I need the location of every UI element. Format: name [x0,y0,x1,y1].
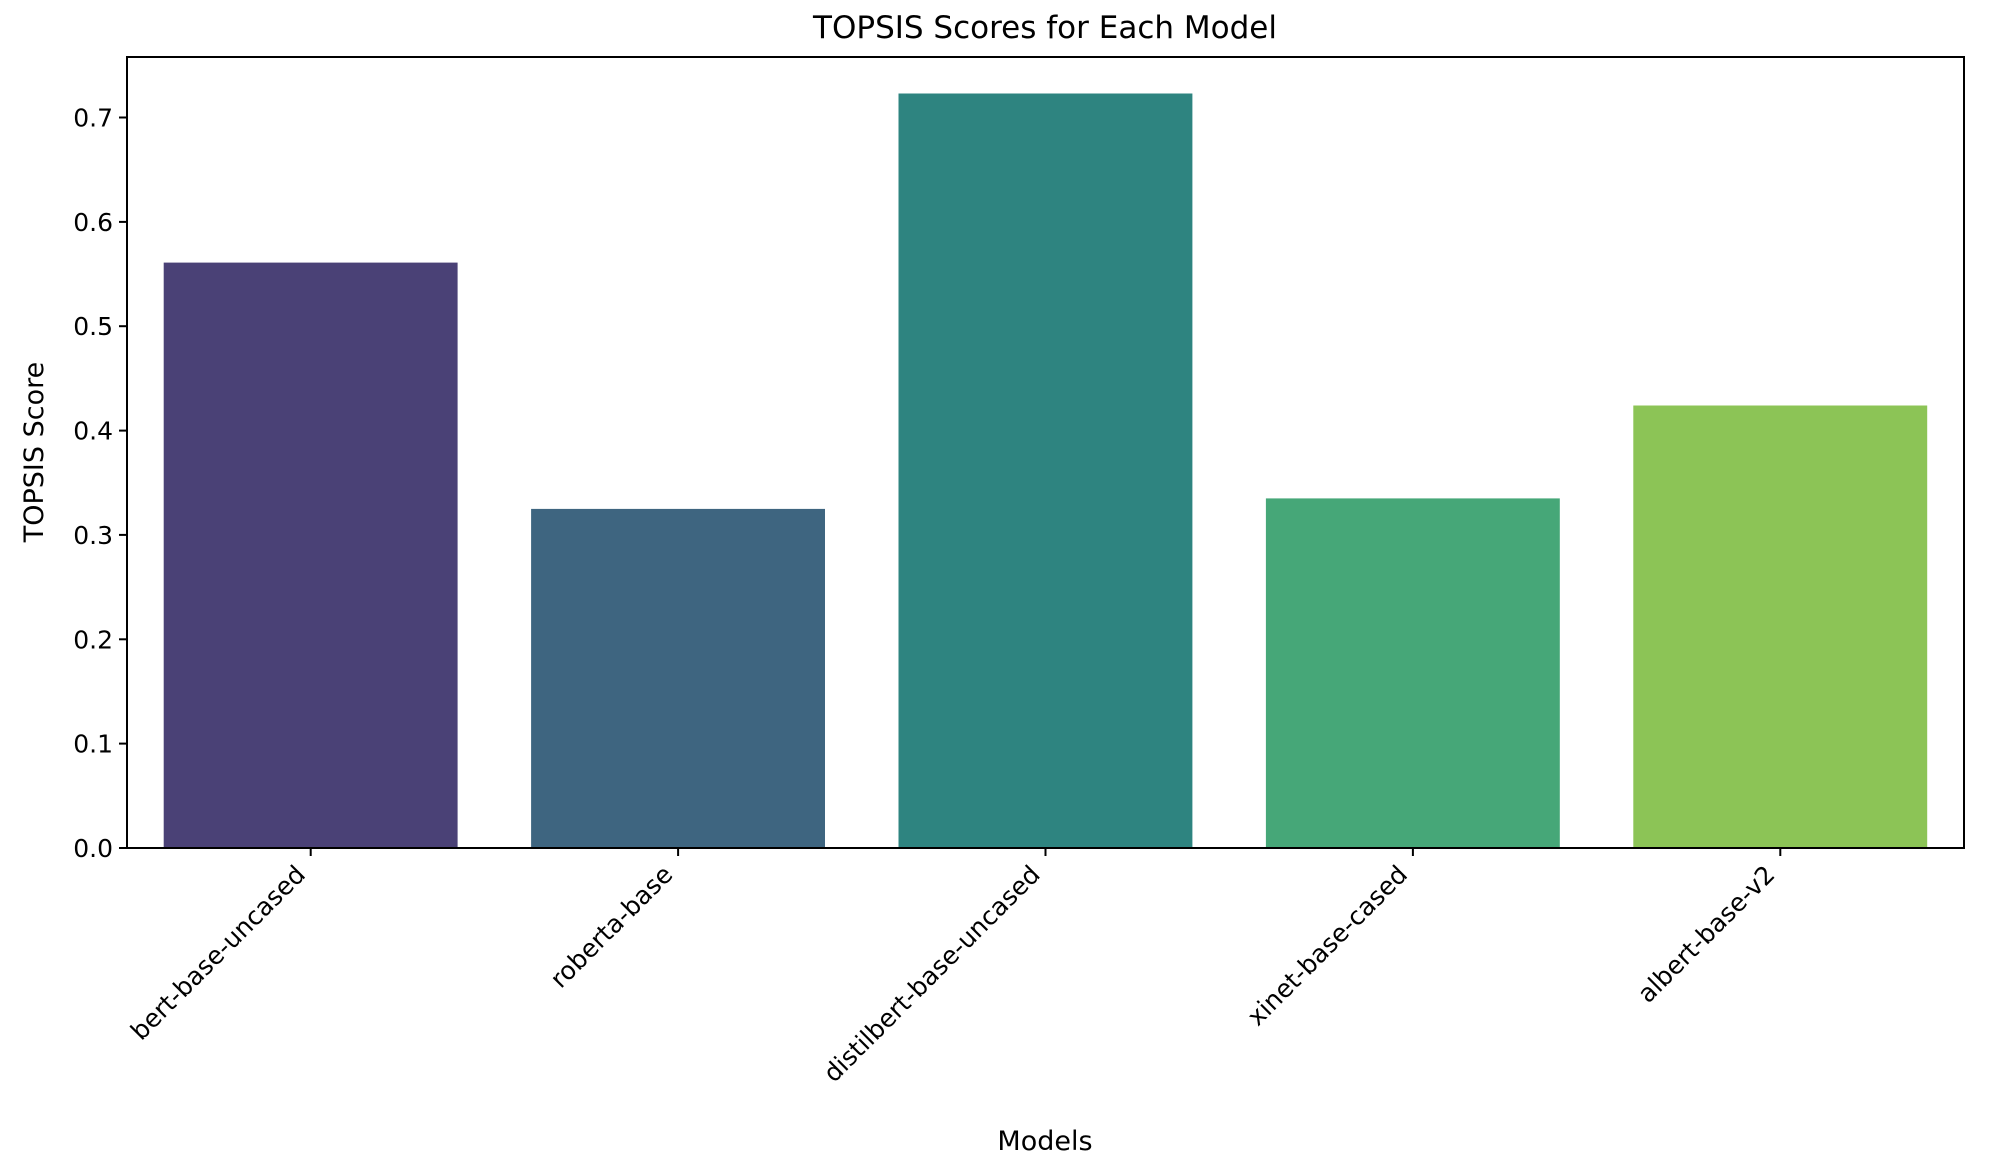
y-tick-label: 0.6 [73,208,113,237]
y-tick-label: 0.0 [73,834,113,863]
y-tick-label: 0.2 [73,625,113,654]
plot-area-frame [126,56,1965,849]
bar-albert-base-v2 [1633,405,1928,848]
bar-roberta-base [531,508,825,848]
bar-distilbert-base-uncased [898,93,1193,848]
y-tick-label: 0.3 [73,521,113,550]
y-axis-label: TOPSIS Score [19,362,50,543]
y-tick-label: 0.7 [73,104,113,133]
bar-bert-base-uncased [163,262,458,849]
y-tick-label: 0.4 [73,417,113,446]
y-tick-label: 0.5 [73,312,113,341]
bar-xinet-base-cased [1265,498,1560,848]
y-tick-label: 0.1 [73,730,113,759]
chart-title: TOPSIS Scores for Each Model [812,10,1277,46]
x-axis-label: Models [997,1126,1092,1157]
bars-layer [163,93,1928,849]
